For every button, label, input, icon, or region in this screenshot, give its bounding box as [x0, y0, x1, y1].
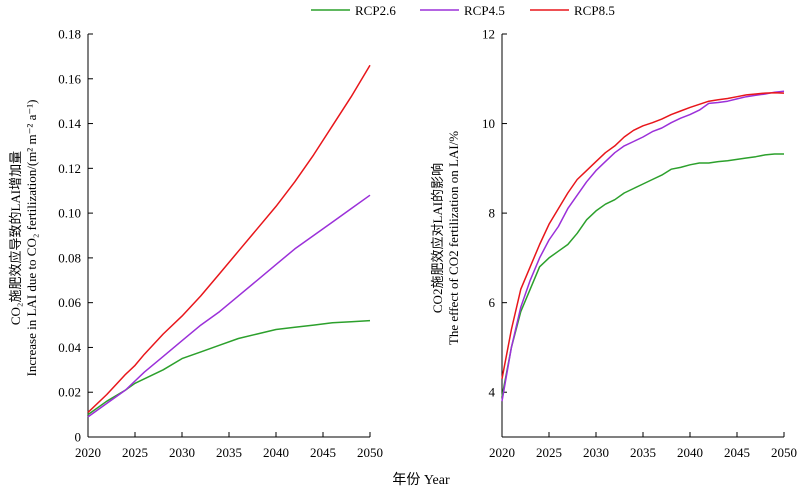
y-tick-label: 0.16 [58, 71, 81, 86]
left-x-ticks: 2020 2025 2030 2035 2040 2045 2050 [75, 432, 383, 460]
series-line-rcp45 [87, 194, 371, 418]
y-tick-label: 8 [489, 206, 496, 221]
y-tick-label: 0.10 [58, 206, 81, 221]
y-tick-label: 0 [75, 430, 82, 445]
x-tick-label: 2040 [263, 445, 289, 460]
shared-x-label: 年份 Year [392, 472, 450, 488]
y-tick-label: 6 [489, 295, 496, 310]
left-chart: 2020 2025 2030 2035 2040 2045 2050 0 0.02 0.04 0.… [8, 27, 383, 461]
y-tick-label: 0.12 [58, 161, 81, 176]
right-y-label-cn: CO2施肥效应对LAI的影响 [430, 163, 445, 313]
x-tick-label: 2045 [724, 445, 750, 460]
left-y-ticks: 0 0.02 0.04 0.06 0.08 0.10 0.12 0.14 0.16 0.18 [58, 27, 93, 445]
y-tick-label: 0.04 [58, 340, 81, 355]
x-tick-label: 2035 [630, 445, 656, 460]
y-tick-label: 4 [489, 385, 496, 400]
left-series-lines [87, 64, 371, 418]
x-tick-label: 2020 [75, 445, 101, 460]
y-tick-label: 12 [482, 27, 495, 42]
right-x-ticks: 2020 2025 2030 2035 2040 2045 2050 [489, 432, 797, 460]
right-series-lines [501, 90, 785, 402]
series-line-rcp85 [87, 64, 371, 413]
legend: RCP2.6 RCP4.5 RCP8.5 [311, 3, 615, 18]
y-tick-label: 0.14 [58, 116, 81, 131]
y-tick-label: 0.02 [58, 385, 81, 400]
x-tick-label: 2020 [489, 445, 515, 460]
x-tick-label: 2030 [169, 445, 195, 460]
x-tick-label: 2050 [357, 445, 383, 460]
legend-label-rcp26: RCP2.6 [355, 3, 396, 18]
legend-label-rcp45: RCP4.5 [464, 3, 505, 18]
y-tick-label: 10 [482, 116, 495, 131]
x-tick-label: 2025 [122, 445, 148, 460]
x-tick-label: 2040 [677, 445, 703, 460]
y-tick-label: 0.18 [58, 27, 81, 42]
series-line-rcp85 [501, 91, 785, 379]
x-tick-label: 2025 [536, 445, 562, 460]
y-tick-label: 0.08 [58, 250, 81, 265]
x-tick-label: 2050 [771, 445, 797, 460]
left-y-label-cn: CO₂施肥效应导致的LAI增加量 [8, 151, 23, 325]
series-line-rcp26 [501, 153, 784, 397]
left-y-label-en: Increase in LAI due to CO₂ fertilization… [24, 100, 39, 377]
series-line-rcp45 [501, 90, 785, 402]
right-y-ticks: 4 6 8 10 12 [482, 27, 507, 400]
series-line-rcp26 [87, 319, 371, 416]
x-tick-label: 2045 [310, 445, 336, 460]
right-y-label-en: The effect of CO2 fertilization on LAI/% [446, 131, 461, 345]
right-chart: 2020 2025 2030 2035 2040 2045 2050 4 6 8 10 12 CO2… [430, 27, 797, 461]
x-tick-label: 2030 [583, 445, 609, 460]
x-tick-label: 2035 [216, 445, 242, 460]
y-tick-label: 0.06 [58, 295, 81, 310]
legend-label-rcp85: RCP8.5 [574, 3, 615, 18]
